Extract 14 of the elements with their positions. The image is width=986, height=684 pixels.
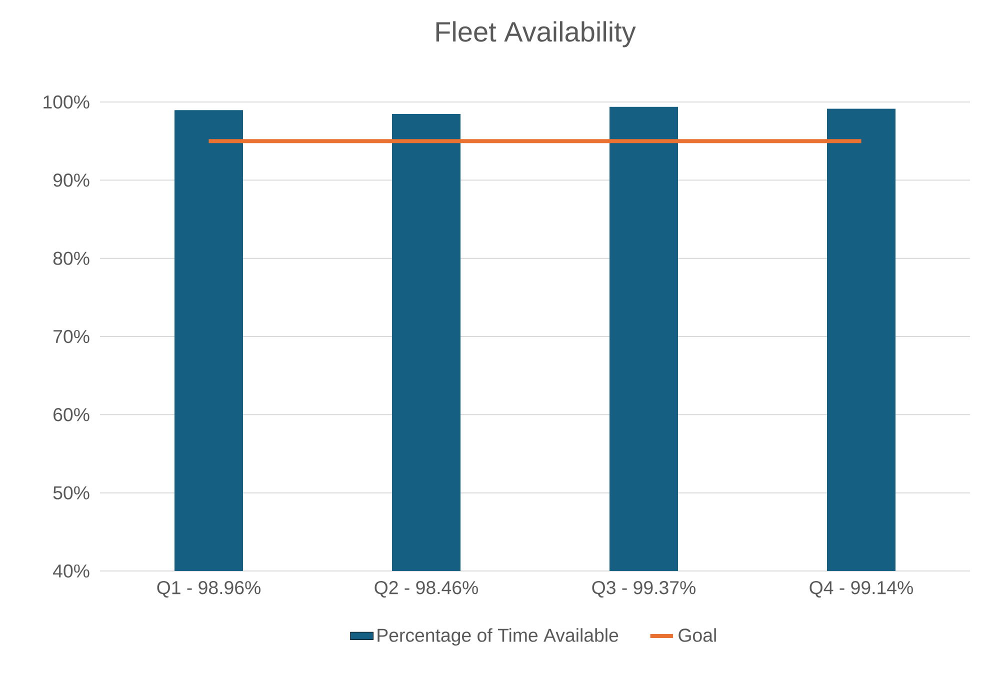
x-tick-label: Q1 - 98.96% [157,581,260,598]
y-tick-label: 80% [53,252,90,265]
y-tick-label: 40% [53,564,90,578]
y-tick-label: 100% [44,95,90,109]
y-tick-label: 60% [54,408,90,422]
legend-label: Percentage of Time Available [378,628,618,646]
x-tick-label: Q2 - 98.46% [374,581,478,598]
y-tick-label: 50% [53,486,90,500]
chart-title: Fleet Availability [436,21,636,48]
legend-label: Goal [678,628,716,642]
x-tick-label: Q3 - 99.37% [592,581,696,598]
y-tick-label: 90% [53,174,90,187]
y-tick-label: 70% [54,330,90,344]
x-tick-label: Q4 - 99.14% [810,581,913,598]
